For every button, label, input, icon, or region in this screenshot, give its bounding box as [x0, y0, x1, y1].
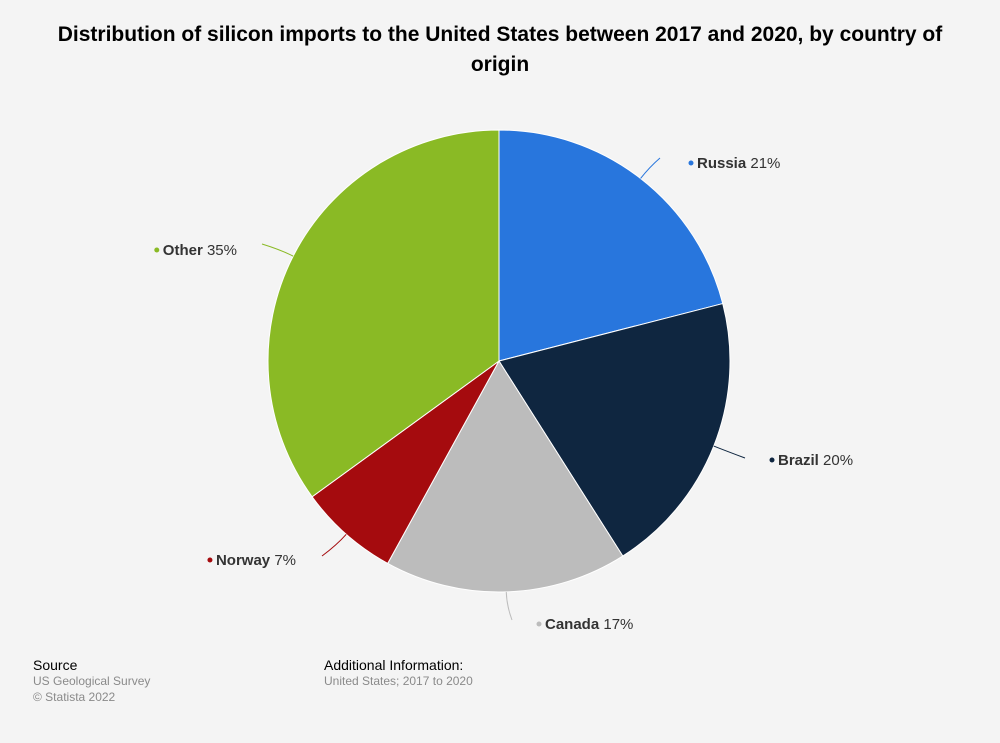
- additional-info-text: United States; 2017 to 2020: [324, 674, 473, 688]
- legend-bullet-brazil: [769, 457, 775, 463]
- legend-bullet-norway: [207, 557, 213, 563]
- pie-slice-brazil[interactable]: [498, 302, 731, 557]
- chart-title: Distribution of silicon imports to the U…: [57, 23, 943, 76]
- pie-slice-russia[interactable]: [498, 129, 724, 362]
- slice-label-norway: Norway 7%: [216, 552, 296, 569]
- leader-line-brazil: [713, 445, 746, 459]
- legend-bullet-canada: [536, 621, 542, 627]
- slice-label-canada: Canada 17%: [545, 616, 633, 633]
- additional-info-block: Additional Information: United States; 2…: [324, 657, 473, 689]
- source-text: US Geological Survey: [33, 674, 151, 688]
- source-heading: Source: [33, 657, 78, 673]
- legend-bullet-russia: [688, 160, 694, 166]
- legend-bullet-other: [154, 247, 160, 253]
- leader-line-other: [261, 243, 294, 257]
- slice-label-russia: Russia 21%: [697, 155, 780, 172]
- slice-label-other: Other 35%: [163, 242, 237, 259]
- leader-line-norway: [321, 533, 347, 557]
- leader-line-russia: [640, 157, 661, 179]
- pie-slice-other[interactable]: [267, 129, 500, 498]
- copyright-text: © Statista 2022: [33, 690, 116, 704]
- pie-slice-norway[interactable]: [311, 360, 500, 565]
- slice-label-brazil: Brazil 20%: [778, 452, 853, 469]
- additional-info-heading: Additional Information:: [324, 657, 464, 673]
- leader-line-canada: [505, 591, 513, 621]
- source-block: Source US Geological Survey © Statista 2…: [33, 657, 150, 705]
